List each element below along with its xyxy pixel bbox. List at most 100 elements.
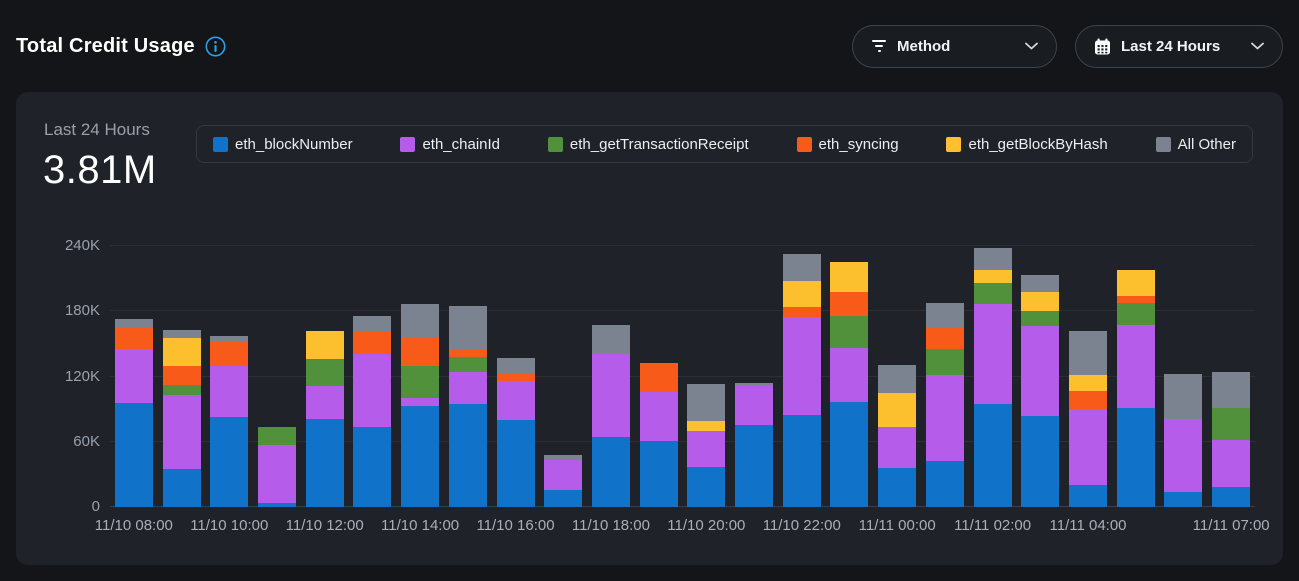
bar-segment-all-other[interactable] — [878, 364, 917, 393]
bar-segment-eth_chainid[interactable] — [401, 398, 440, 406]
bar-segment-eth_gettransactionreceipt[interactable] — [162, 385, 201, 395]
bar-segment-eth_gettransactionreceipt[interactable] — [401, 365, 440, 399]
bar-segment-eth_syncing[interactable] — [1116, 296, 1155, 303]
bar-segment-eth_gettransactionreceipt[interactable] — [1212, 408, 1251, 440]
bar-segment-eth_chainid[interactable] — [591, 353, 630, 438]
bar-segment-eth_syncing[interactable] — [114, 327, 153, 350]
bar-segment-eth_chainid[interactable] — [830, 348, 869, 402]
bar-segment-eth_getblockbyhash[interactable] — [687, 421, 726, 431]
bar-segment-eth_chainid[interactable] — [305, 386, 344, 419]
bar-segment-all-other[interactable] — [687, 384, 726, 422]
bar-segment-eth_chainid[interactable] — [448, 372, 487, 404]
bar-segment-eth_blocknumber[interactable] — [305, 418, 344, 507]
bar-11/10-22:00[interactable] — [782, 253, 821, 507]
bar-11/10-13:00[interactable] — [353, 315, 392, 507]
info-icon[interactable] — [205, 36, 226, 57]
bar-11/11-06:00[interactable] — [1164, 374, 1203, 507]
bar-segment-all-other[interactable] — [591, 325, 630, 354]
legend-item-all-other[interactable]: All Other — [1155, 136, 1236, 153]
bar-segment-all-other[interactable] — [1021, 275, 1060, 292]
bar-segment-eth_syncing[interactable] — [353, 330, 392, 354]
bar-segment-eth_blocknumber[interactable] — [639, 440, 678, 507]
bar-segment-eth_chainid[interactable] — [257, 445, 296, 503]
bar-segment-eth_blocknumber[interactable] — [114, 402, 153, 507]
legend-item-eth_blocknumber[interactable]: eth_blockNumber — [213, 136, 353, 153]
bar-segment-eth_blocknumber[interactable] — [687, 466, 726, 507]
bar-segment-eth_blocknumber[interactable] — [878, 467, 917, 507]
bar-segment-eth_blocknumber[interactable] — [257, 502, 296, 507]
bar-segment-eth_chainid[interactable] — [496, 380, 535, 420]
bar-11/10-14:00[interactable] — [401, 303, 440, 507]
bar-segment-eth_blocknumber[interactable] — [544, 489, 583, 507]
bar-segment-eth_getblockbyhash[interactable] — [305, 330, 344, 360]
bar-11/11-00:00[interactable] — [878, 364, 917, 507]
bar-11/11-04:00[interactable] — [1069, 330, 1108, 507]
bar-segment-eth_chainid[interactable] — [925, 375, 964, 462]
legend-item-eth_syncing[interactable]: eth_syncing — [796, 136, 899, 153]
bar-segment-all-other[interactable] — [353, 315, 392, 331]
bar-segment-all-other[interactable] — [210, 336, 249, 341]
bar-segment-eth_chainid[interactable] — [973, 303, 1012, 404]
bar-segment-eth_gettransactionreceipt[interactable] — [1021, 311, 1060, 327]
bar-segment-eth_chainid[interactable] — [687, 430, 726, 467]
bar-segment-eth_chainid[interactable] — [1021, 326, 1060, 416]
bar-segment-eth_getblockbyhash[interactable] — [782, 280, 821, 307]
bar-segment-eth_gettransactionreceipt[interactable] — [925, 349, 964, 376]
bar-segment-eth_blocknumber[interactable] — [925, 461, 964, 507]
bar-segment-eth_blocknumber[interactable] — [496, 420, 535, 507]
time-range-dropdown[interactable]: Last 24 Hours — [1075, 24, 1283, 68]
bar-segment-eth_syncing[interactable] — [830, 291, 869, 316]
bar-segment-all-other[interactable] — [973, 248, 1012, 270]
bar-segment-eth_getblockbyhash[interactable] — [830, 262, 869, 292]
method-dropdown[interactable]: Method — [852, 24, 1057, 68]
bar-segment-eth_gettransactionreceipt[interactable] — [1116, 302, 1155, 326]
bar-segment-eth_chainid[interactable] — [210, 365, 249, 417]
bar-11/10-09:00[interactable] — [162, 329, 201, 507]
legend-item-eth_gettransactionreceipt[interactable]: eth_getTransactionReceipt — [547, 136, 749, 153]
bar-11/10-16:00[interactable] — [496, 358, 535, 507]
bar-segment-eth_syncing[interactable] — [496, 373, 535, 381]
bar-segment-eth_blocknumber[interactable] — [782, 414, 821, 507]
bar-11/10-08:00[interactable] — [114, 318, 153, 507]
bar-segment-all-other[interactable] — [735, 383, 774, 386]
bar-segment-all-other[interactable] — [925, 302, 964, 327]
bar-segment-eth_blocknumber[interactable] — [448, 403, 487, 507]
bar-segment-eth_blocknumber[interactable] — [210, 416, 249, 507]
bar-segment-all-other[interactable] — [401, 303, 440, 338]
bar-segment-eth_getblockbyhash[interactable] — [1021, 291, 1060, 312]
bar-11/11-07:00[interactable] — [1212, 372, 1251, 507]
bar-segment-eth_syncing[interactable] — [162, 365, 201, 386]
bar-11/11-01:00[interactable] — [925, 302, 964, 507]
bar-segment-eth_blocknumber[interactable] — [973, 403, 1012, 507]
bar-segment-eth_blocknumber[interactable] — [1069, 485, 1108, 507]
bar-segment-eth_getblockbyhash[interactable] — [973, 269, 1012, 283]
bar-segment-eth_blocknumber[interactable] — [830, 401, 869, 507]
bar-segment-eth_gettransactionreceipt[interactable] — [257, 426, 296, 446]
bar-segment-eth_syncing[interactable] — [210, 340, 249, 366]
bar-segment-eth_chainid[interactable] — [782, 316, 821, 415]
bar-11/11-03:00[interactable] — [1021, 275, 1060, 507]
bar-segment-eth_syncing[interactable] — [782, 306, 821, 317]
bar-11/10-21:00[interactable] — [735, 383, 774, 507]
bar-segment-eth_blocknumber[interactable] — [353, 426, 392, 507]
bar-11/11-05:00[interactable] — [1116, 269, 1155, 507]
bar-segment-eth_chainid[interactable] — [735, 385, 774, 426]
bar-11/10-15:00[interactable] — [448, 305, 487, 507]
bar-segment-eth_blocknumber[interactable] — [591, 437, 630, 507]
bar-segment-eth_getblockbyhash[interactable] — [1069, 375, 1108, 391]
bar-segment-eth_gettransactionreceipt[interactable] — [830, 315, 869, 349]
bar-segment-eth_gettransactionreceipt[interactable] — [305, 359, 344, 387]
bar-segment-eth_blocknumber[interactable] — [1212, 487, 1251, 507]
bar-segment-eth_syncing[interactable] — [448, 350, 487, 357]
bar-11/10-23:00[interactable] — [830, 262, 869, 507]
legend-item-eth_getblockbyhash[interactable]: eth_getBlockByHash — [946, 136, 1108, 153]
bar-11/10-12:00[interactable] — [305, 330, 344, 507]
bar-segment-all-other[interactable] — [1164, 374, 1203, 419]
bar-segment-eth_chainid[interactable] — [544, 460, 583, 490]
bar-segment-eth_getblockbyhash[interactable] — [1116, 269, 1155, 297]
bar-segment-eth_blocknumber[interactable] — [401, 405, 440, 507]
bar-segment-eth_chainid[interactable] — [353, 353, 392, 427]
bar-segment-eth_chainid[interactable] — [1212, 439, 1251, 488]
legend-item-eth_chainid[interactable]: eth_chainId — [400, 136, 500, 153]
bar-11/10-18:00[interactable] — [591, 325, 630, 507]
